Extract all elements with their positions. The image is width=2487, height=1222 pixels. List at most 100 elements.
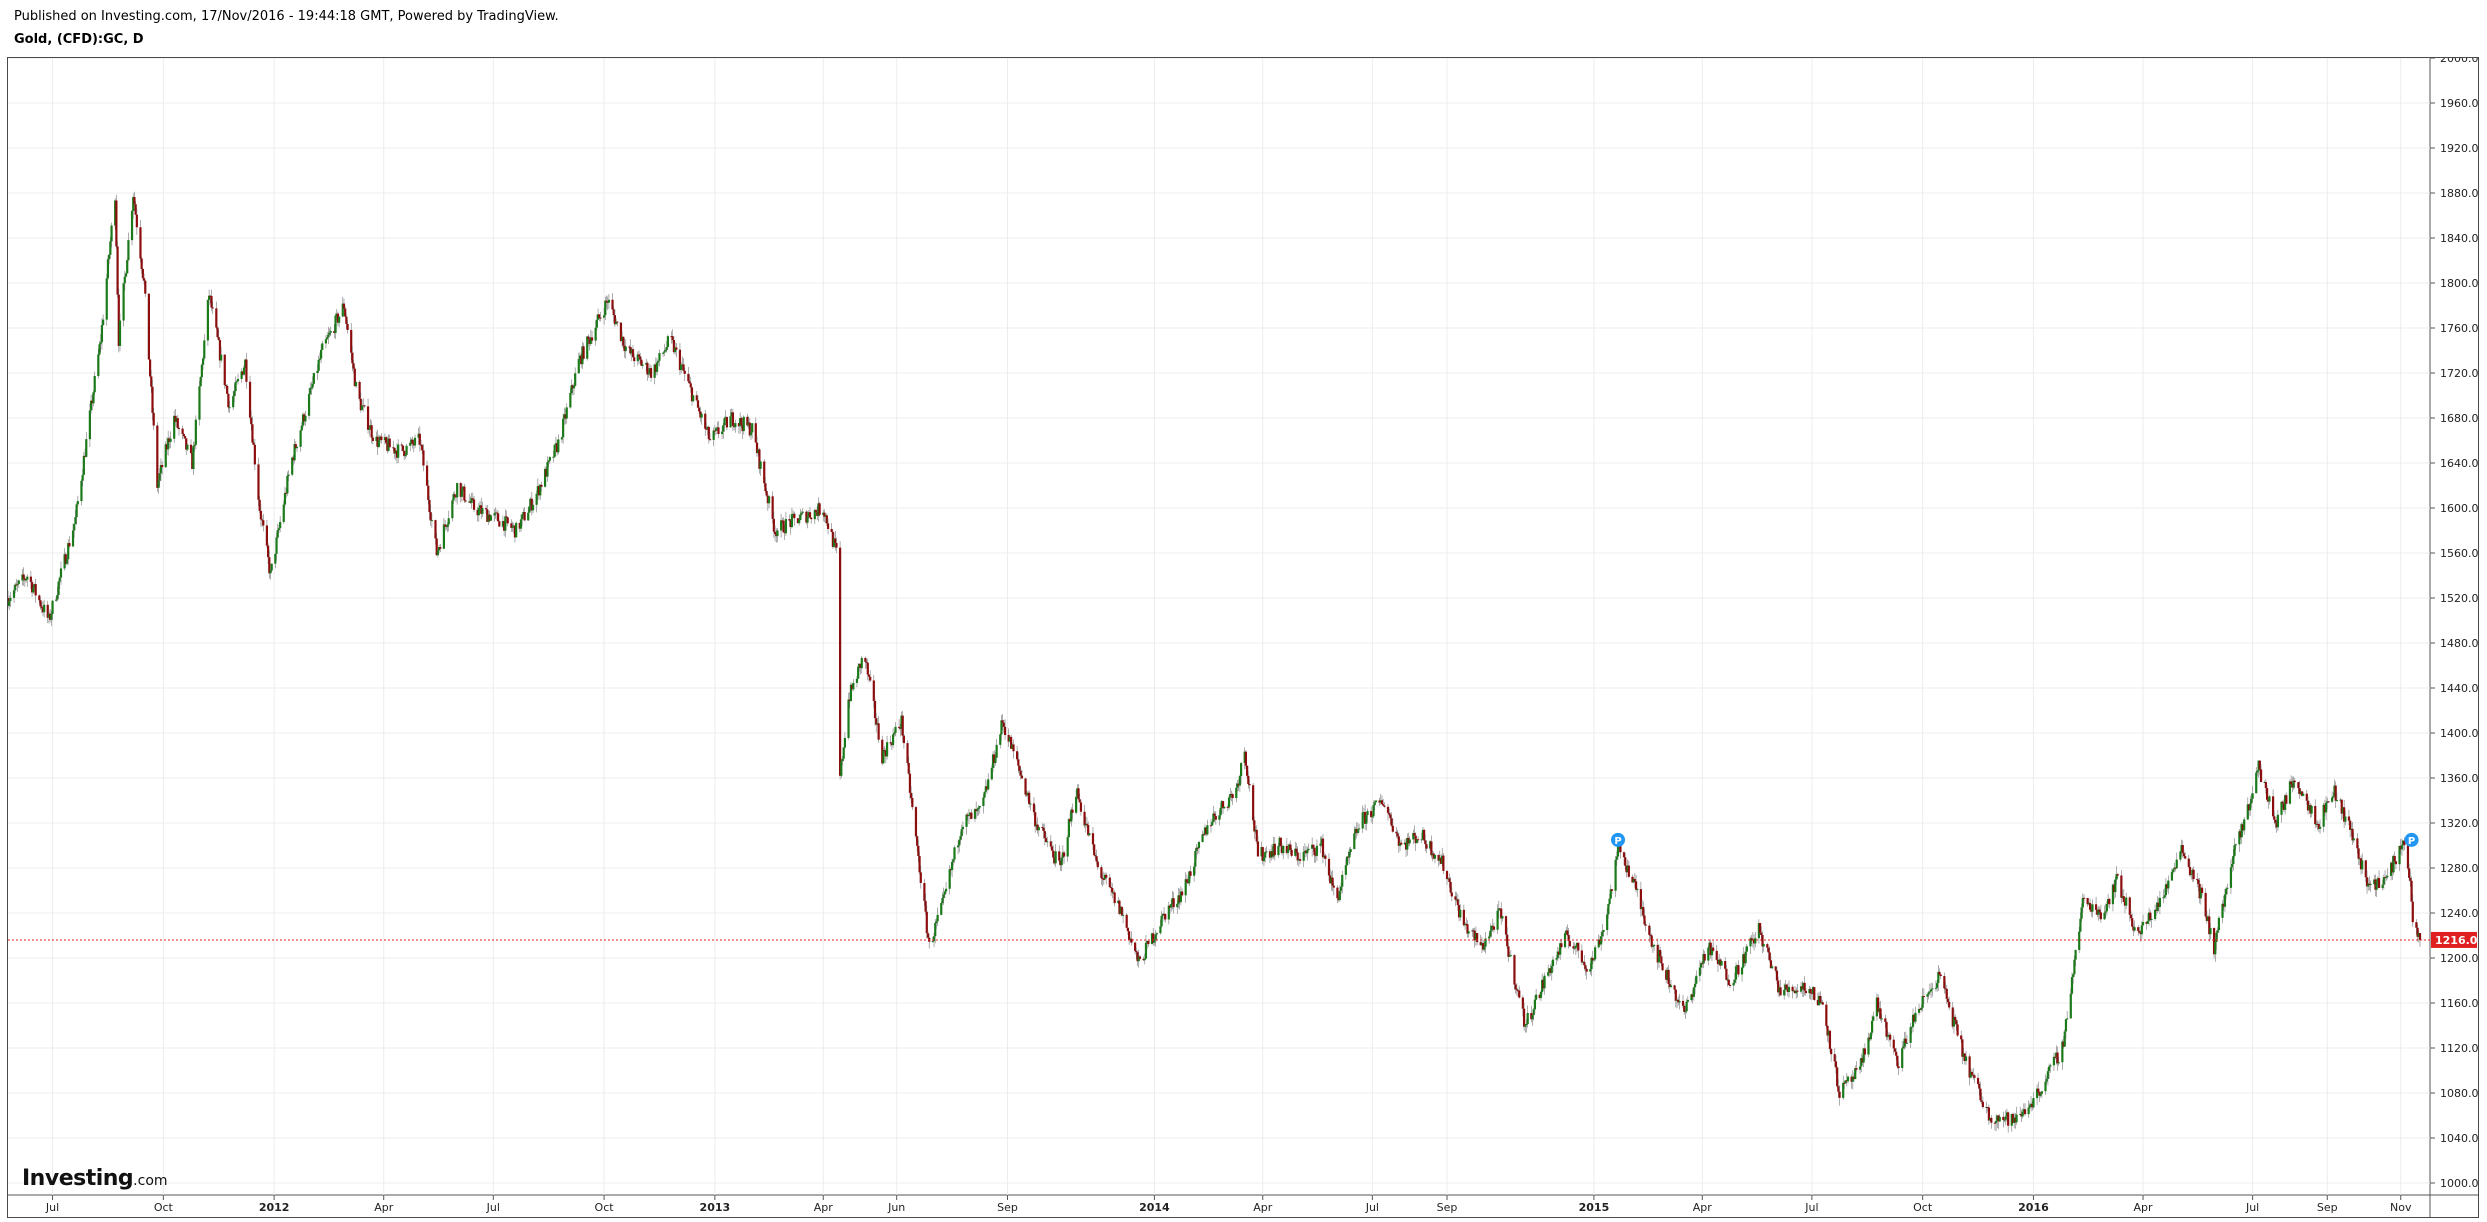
candle-down xyxy=(2351,828,2354,841)
candle-up xyxy=(1154,934,1157,940)
candle-up xyxy=(749,432,753,436)
candle-up xyxy=(2079,918,2082,932)
candle-up xyxy=(334,315,337,334)
candle-down xyxy=(463,486,466,501)
candle-up xyxy=(1117,900,1120,904)
candle-down xyxy=(2056,1052,2059,1064)
candle-down xyxy=(1059,860,1062,866)
candle-up xyxy=(1802,982,1805,990)
candle-up xyxy=(1734,966,1738,980)
candle-up xyxy=(729,416,732,428)
candle-down xyxy=(1642,907,1645,916)
candle-up xyxy=(17,580,20,584)
chart-frame[interactable]: 1216.05 P P 1000.00 1040.00 1080.00 1120.00 11… xyxy=(7,57,2479,1218)
candle-down xyxy=(1321,838,1325,858)
candle-up xyxy=(1075,796,1078,813)
candle-up xyxy=(1952,1016,1956,1027)
candle-up xyxy=(2172,869,2175,872)
candle-up xyxy=(1692,987,1695,997)
candle-down xyxy=(34,584,37,596)
time-tick-label: 2012 xyxy=(259,1201,290,1214)
candle-up xyxy=(2386,875,2389,877)
candle-down xyxy=(1828,1030,1832,1049)
candle-up xyxy=(2223,894,2227,907)
candle-down xyxy=(182,433,185,437)
candle-up xyxy=(487,514,490,522)
candle-down xyxy=(1973,1075,1976,1078)
candle-down xyxy=(1479,942,1482,946)
candle-down xyxy=(1715,950,1718,960)
candle-down xyxy=(1728,984,1732,986)
candle-down xyxy=(1665,970,1668,980)
candle-down xyxy=(1138,956,1142,959)
candle-up xyxy=(2180,845,2183,852)
candle-down xyxy=(869,676,872,681)
candle-up xyxy=(1188,871,1191,884)
candle-up xyxy=(1640,907,1644,910)
candle-up xyxy=(387,438,390,451)
candle-down xyxy=(454,496,458,498)
candle-up xyxy=(681,364,684,366)
candle-down xyxy=(185,438,188,450)
candle-up xyxy=(2003,1119,2006,1121)
candle-up xyxy=(1338,890,1341,901)
candle-down xyxy=(695,395,698,401)
candle-up xyxy=(1319,843,1322,846)
time-tick-label: 2013 xyxy=(700,1201,731,1214)
candle-up xyxy=(2097,909,2100,915)
candle-down xyxy=(1737,965,1740,975)
candle-up xyxy=(2190,874,2193,876)
overlay-layer: 1216.05 P P xyxy=(8,832,2478,948)
candle-up xyxy=(2147,912,2151,921)
candle-down xyxy=(2416,927,2419,937)
candle-up xyxy=(413,437,417,446)
candle-down xyxy=(2347,816,2351,821)
candle-down xyxy=(1990,1117,1993,1123)
candle-down xyxy=(2334,785,2337,801)
candle-down xyxy=(699,411,702,418)
candle-down xyxy=(926,933,930,938)
candle-down xyxy=(445,526,448,528)
candle-up xyxy=(493,513,496,516)
candle-up xyxy=(8,601,11,606)
candle-down xyxy=(30,582,34,593)
candle-down xyxy=(1955,1020,1958,1025)
time-tick-label: Sep xyxy=(997,1201,1018,1214)
candle-down xyxy=(2198,883,2201,899)
candle-down xyxy=(1843,1082,1846,1084)
candle-up xyxy=(849,684,853,701)
candle-down xyxy=(1109,887,1113,889)
candle-up xyxy=(1264,852,1267,858)
candle-up xyxy=(2400,845,2404,850)
time-tick-label: Oct xyxy=(595,1201,615,1214)
candle-up xyxy=(1574,945,1577,948)
candle-down xyxy=(848,699,851,701)
candle-down xyxy=(38,595,41,601)
candle-up xyxy=(198,386,201,420)
candle-up xyxy=(2028,1104,2031,1108)
candle-up xyxy=(995,744,998,758)
time-axis[interactable]: Jul Oct 2012 Apr Jul Oct 2013 Apr Jun Sep 2014 Apr J… xyxy=(45,1195,2412,1214)
candle-down xyxy=(2212,928,2216,955)
candle-up xyxy=(817,503,820,516)
logo-brand: Investing xyxy=(22,1166,134,1191)
price-axis[interactable]: 1000.00 1040.00 1080.00 1120.00 1160.00 1200.… xyxy=(2430,58,2478,1190)
candle-down xyxy=(1513,955,1516,985)
candle-up xyxy=(2288,781,2292,804)
candle-up xyxy=(1243,751,1246,764)
candle-up xyxy=(1911,1014,1915,1027)
candle-up xyxy=(1155,933,1158,935)
candle-up xyxy=(529,498,532,507)
candle-up xyxy=(1179,891,1182,903)
candle-up xyxy=(383,437,387,441)
candle-down xyxy=(2309,805,2312,814)
candle-up xyxy=(2398,845,2401,865)
candle-down xyxy=(671,336,674,341)
candle-up xyxy=(1872,1016,1875,1021)
candle-up xyxy=(2369,884,2372,886)
candle-down xyxy=(1760,932,1763,935)
candle-up xyxy=(462,486,465,490)
candle-down xyxy=(1619,840,1622,853)
candlestick-chart[interactable]: 1216.05 P P 1000.00 1040.00 1080.00 1120.00 11… xyxy=(8,58,2478,1217)
candle-up xyxy=(1929,989,1933,992)
